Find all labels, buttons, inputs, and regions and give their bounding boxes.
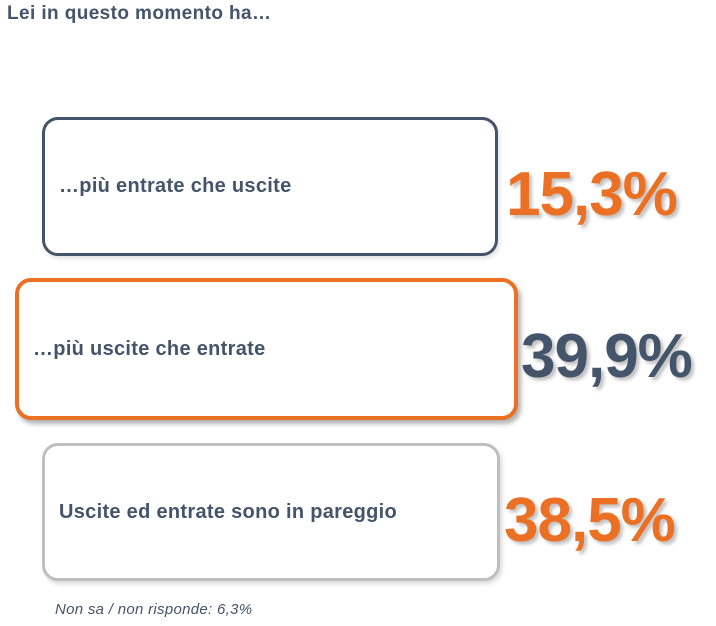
percentage-value-piu-uscite: 39,9% — [521, 322, 693, 391]
answer-label: …più uscite che entrate — [33, 337, 266, 360]
answer-box-piu-entrate: …più entrate che uscite — [42, 117, 498, 256]
footnote-non-sa: Non sa / non risponde: 6,3% — [55, 601, 253, 618]
percentage-value-pareggio: 38,5% — [504, 486, 676, 555]
answer-box-piu-uscite: …più uscite che entrate — [15, 278, 518, 420]
percentage-value-piu-entrate: 15,3% — [506, 160, 678, 229]
answer-box-pareggio: Uscite ed entrate sono in pareggio — [42, 443, 500, 581]
answer-label: …più entrate che uscite — [59, 175, 292, 197]
page-title: Lei in questo momento ha… — [7, 3, 272, 24]
answer-label: Uscite ed entrate sono in pareggio — [59, 500, 398, 523]
